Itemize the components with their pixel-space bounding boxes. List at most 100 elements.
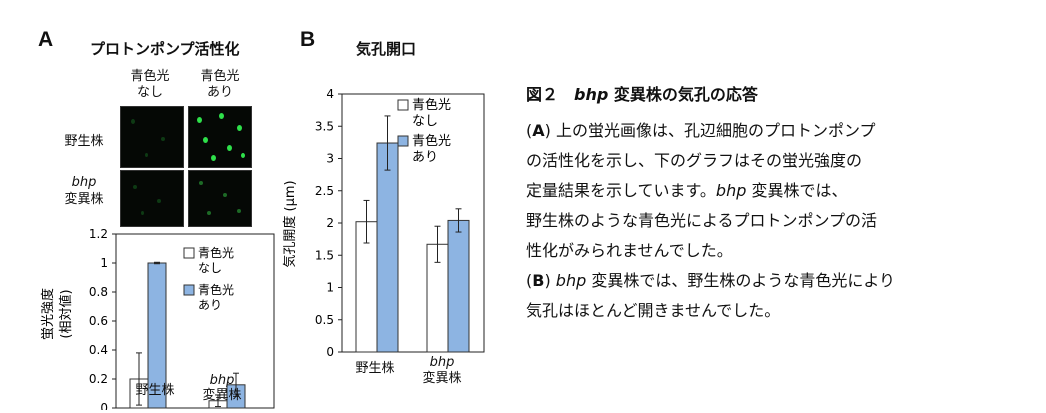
- legend-swatch-no-light: [397, 99, 409, 111]
- y-tick-label: 1.5: [315, 248, 334, 262]
- caption-panel-ref: B: [532, 271, 545, 290]
- y-tick-label: 4: [326, 87, 334, 101]
- caption-line: 定量結果を示しています。bhp 変異株では、: [526, 176, 1036, 206]
- guard-cell: [161, 137, 165, 141]
- caption-paren: (: [526, 121, 533, 140]
- x-label-suffix: 変異株: [202, 388, 242, 403]
- panel-b-title: 気孔開口: [356, 40, 417, 58]
- caption-line: 性化がみられませんでした。: [526, 241, 733, 260]
- column-label-line2: あり: [206, 85, 233, 100]
- guard-cell: [157, 199, 161, 203]
- y-tick-label: 3.5: [315, 119, 334, 133]
- y-tick-label: 0.5: [315, 313, 334, 327]
- x-label-wild-type: 野生株: [355, 361, 395, 376]
- y-axis: 0 0.5 1 1.5 2 2.5 3 3.5 4: [315, 87, 342, 359]
- caption-title: 図２ bhp 変異株の気孔の応答: [526, 80, 1036, 110]
- y-tick-label: 1: [326, 281, 334, 295]
- column-label-line1: 青色光: [130, 69, 170, 84]
- caption-text: ) 上の蛍光画像は、孔辺細胞のプロトンポンプ: [544, 121, 876, 140]
- legend-swatch-blue-light: [183, 284, 195, 296]
- guard-cell: [237, 125, 242, 131]
- legend-label: あり: [412, 150, 438, 165]
- chart-stomatal-aperture: 0 0.5 1 1.5 2 2.5 3 3.5 4 気孔開度 (μm) 青色光 なし 青色光 あ…: [282, 87, 485, 359]
- legend-label: あり: [198, 298, 222, 312]
- y-axis: 0 0.2 0.4 0.6 0.8 1 1.2: [89, 228, 116, 410]
- legend-label: なし: [198, 261, 222, 275]
- guard-cell: [237, 209, 241, 213]
- guard-cell: [211, 155, 216, 161]
- chart-fluorescence-intensity: 0 0.2 0.4 0.6 0.8 1 1.2 蛍光強度 (相対値) 青色光 なし 青色光 …: [40, 228, 275, 410]
- bar: [376, 142, 399, 353]
- y-tick-label: 1: [100, 256, 108, 270]
- x-label-gene: bhp: [429, 355, 455, 370]
- caption-title-prefix: 図２: [526, 85, 575, 104]
- guard-cell: [145, 153, 148, 157]
- caption-title-rest: 変異株の気孔の応答: [608, 85, 758, 104]
- legend: 青色光 なし 青色光 あり: [397, 97, 451, 165]
- row-label-suffix: 変異株: [64, 192, 104, 207]
- guard-cell: [197, 117, 202, 123]
- y-tick-label: 1.2: [89, 228, 108, 241]
- column-label-no-light: 青色光 なし: [120, 69, 180, 101]
- row-label-mutant: bhp 変異株: [54, 174, 114, 208]
- legend: 青色光 なし 青色光 あり: [183, 246, 234, 312]
- guard-cell: [141, 211, 144, 215]
- x-label-suffix: 変異株: [422, 371, 462, 386]
- column-label-line2: なし: [136, 85, 163, 100]
- legend-label: 青色光: [412, 133, 451, 149]
- micrograph-mutant-no-light: [120, 170, 184, 227]
- y-axis-label: 蛍光強度: [40, 288, 56, 340]
- caption-gene: bhp: [715, 181, 747, 200]
- caption-gene: bhp: [555, 271, 587, 290]
- y-tick-label: 2.5: [315, 184, 334, 198]
- guard-cell: [207, 211, 211, 215]
- y-tick-label: 3: [326, 152, 334, 166]
- x-label-mutant: bhp 変異株: [194, 373, 250, 403]
- column-label-blue-light: 青色光 あり: [190, 69, 250, 101]
- legend-label: 青色光: [198, 246, 234, 260]
- caption-paren: ): [544, 271, 556, 290]
- y-tick-label: 0.6: [89, 314, 108, 328]
- y-tick-label: 0.4: [89, 343, 108, 357]
- legend-swatch-blue-light: [397, 135, 409, 147]
- caption-line: 気孔はほとんど開きませんでした。: [526, 301, 781, 320]
- row-label-gene: bhp: [71, 175, 97, 190]
- guard-cell: [199, 181, 203, 185]
- caption-paren: (: [526, 271, 533, 290]
- y-tick-label: 0.8: [89, 285, 108, 299]
- caption-line: (A) 上の蛍光画像は、孔辺細胞のプロトンポンプ: [526, 116, 1036, 146]
- guard-cell: [203, 137, 208, 143]
- guard-cell: [227, 145, 232, 151]
- legend-label: 青色光: [412, 97, 451, 113]
- bar: [447, 219, 470, 353]
- guard-cell: [223, 193, 227, 197]
- caption-line: 野生株のような青色光によるプロトンポンプの活: [526, 211, 878, 230]
- x-label-gene: bhp: [209, 373, 235, 388]
- guard-cell: [131, 119, 135, 124]
- caption-text: 変異株では、野生株のような青色光により: [586, 271, 896, 290]
- caption-line: の活性化を示し、下のグラフはその蛍光強度の: [526, 151, 863, 170]
- legend-label: なし: [412, 114, 438, 129]
- guard-cell: [219, 113, 224, 119]
- caption-text: 定量結果を示しています。: [526, 181, 716, 200]
- figure-caption: 図２ bhp 変異株の気孔の応答 (A) 上の蛍光画像は、孔辺細胞のプロトンポン…: [526, 80, 1036, 326]
- y-axis-label-unit: (相対値): [58, 289, 74, 338]
- caption-line: (B) bhp 変異株では、野生株のような青色光により: [526, 266, 1036, 296]
- legend-label: 青色光: [198, 283, 234, 297]
- guard-cell: [241, 153, 245, 158]
- row-label-wild-type: 野生株: [64, 134, 104, 149]
- caption-title-gene: bhp: [574, 85, 609, 104]
- panel-a-letter: A: [38, 28, 54, 51]
- y-tick-label: 0.2: [89, 372, 108, 386]
- bar-series: [355, 115, 470, 353]
- caption-panel-ref: A: [532, 121, 545, 140]
- column-label-line1: 青色光: [200, 69, 240, 84]
- x-label-mutant: bhp 変異株: [412, 355, 472, 387]
- panel-a-title: プロトンポンプ活性化: [90, 40, 240, 58]
- micrograph-mutant-blue-light: [188, 170, 252, 227]
- x-label-wild-type: 野生株: [135, 383, 175, 398]
- panel-b-letter: B: [300, 28, 316, 51]
- micrograph-wild-blue-light: [188, 106, 252, 168]
- caption-text: 変異株では、: [746, 181, 848, 200]
- guard-cell: [133, 185, 137, 189]
